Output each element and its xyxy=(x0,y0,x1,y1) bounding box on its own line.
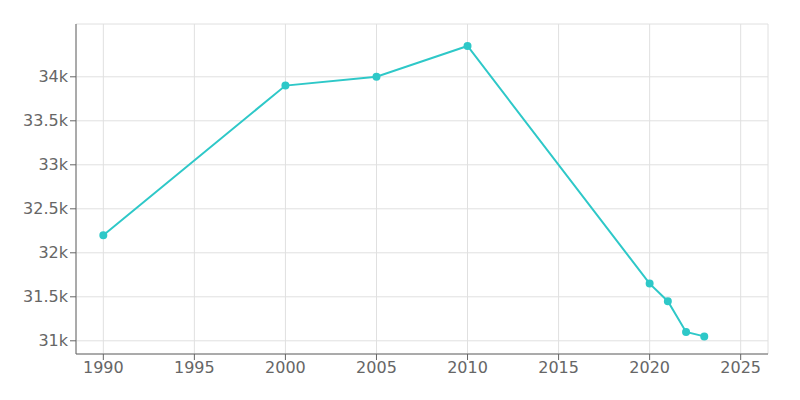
svg-text:2015: 2015 xyxy=(538,358,579,377)
svg-text:33.5k: 33.5k xyxy=(23,111,69,130)
svg-text:34k: 34k xyxy=(38,67,68,86)
svg-text:31.5k: 31.5k xyxy=(23,287,69,306)
svg-text:2000: 2000 xyxy=(265,358,306,377)
svg-text:1995: 1995 xyxy=(174,358,215,377)
svg-text:33k: 33k xyxy=(38,155,68,174)
svg-text:32.5k: 32.5k xyxy=(23,199,69,218)
svg-text:2010: 2010 xyxy=(447,358,488,377)
svg-text:2025: 2025 xyxy=(720,358,761,377)
svg-text:2020: 2020 xyxy=(629,358,670,377)
svg-text:31k: 31k xyxy=(38,331,68,350)
svg-text:32k: 32k xyxy=(38,243,68,262)
svg-text:2005: 2005 xyxy=(356,358,397,377)
svg-text:1990: 1990 xyxy=(83,358,124,377)
